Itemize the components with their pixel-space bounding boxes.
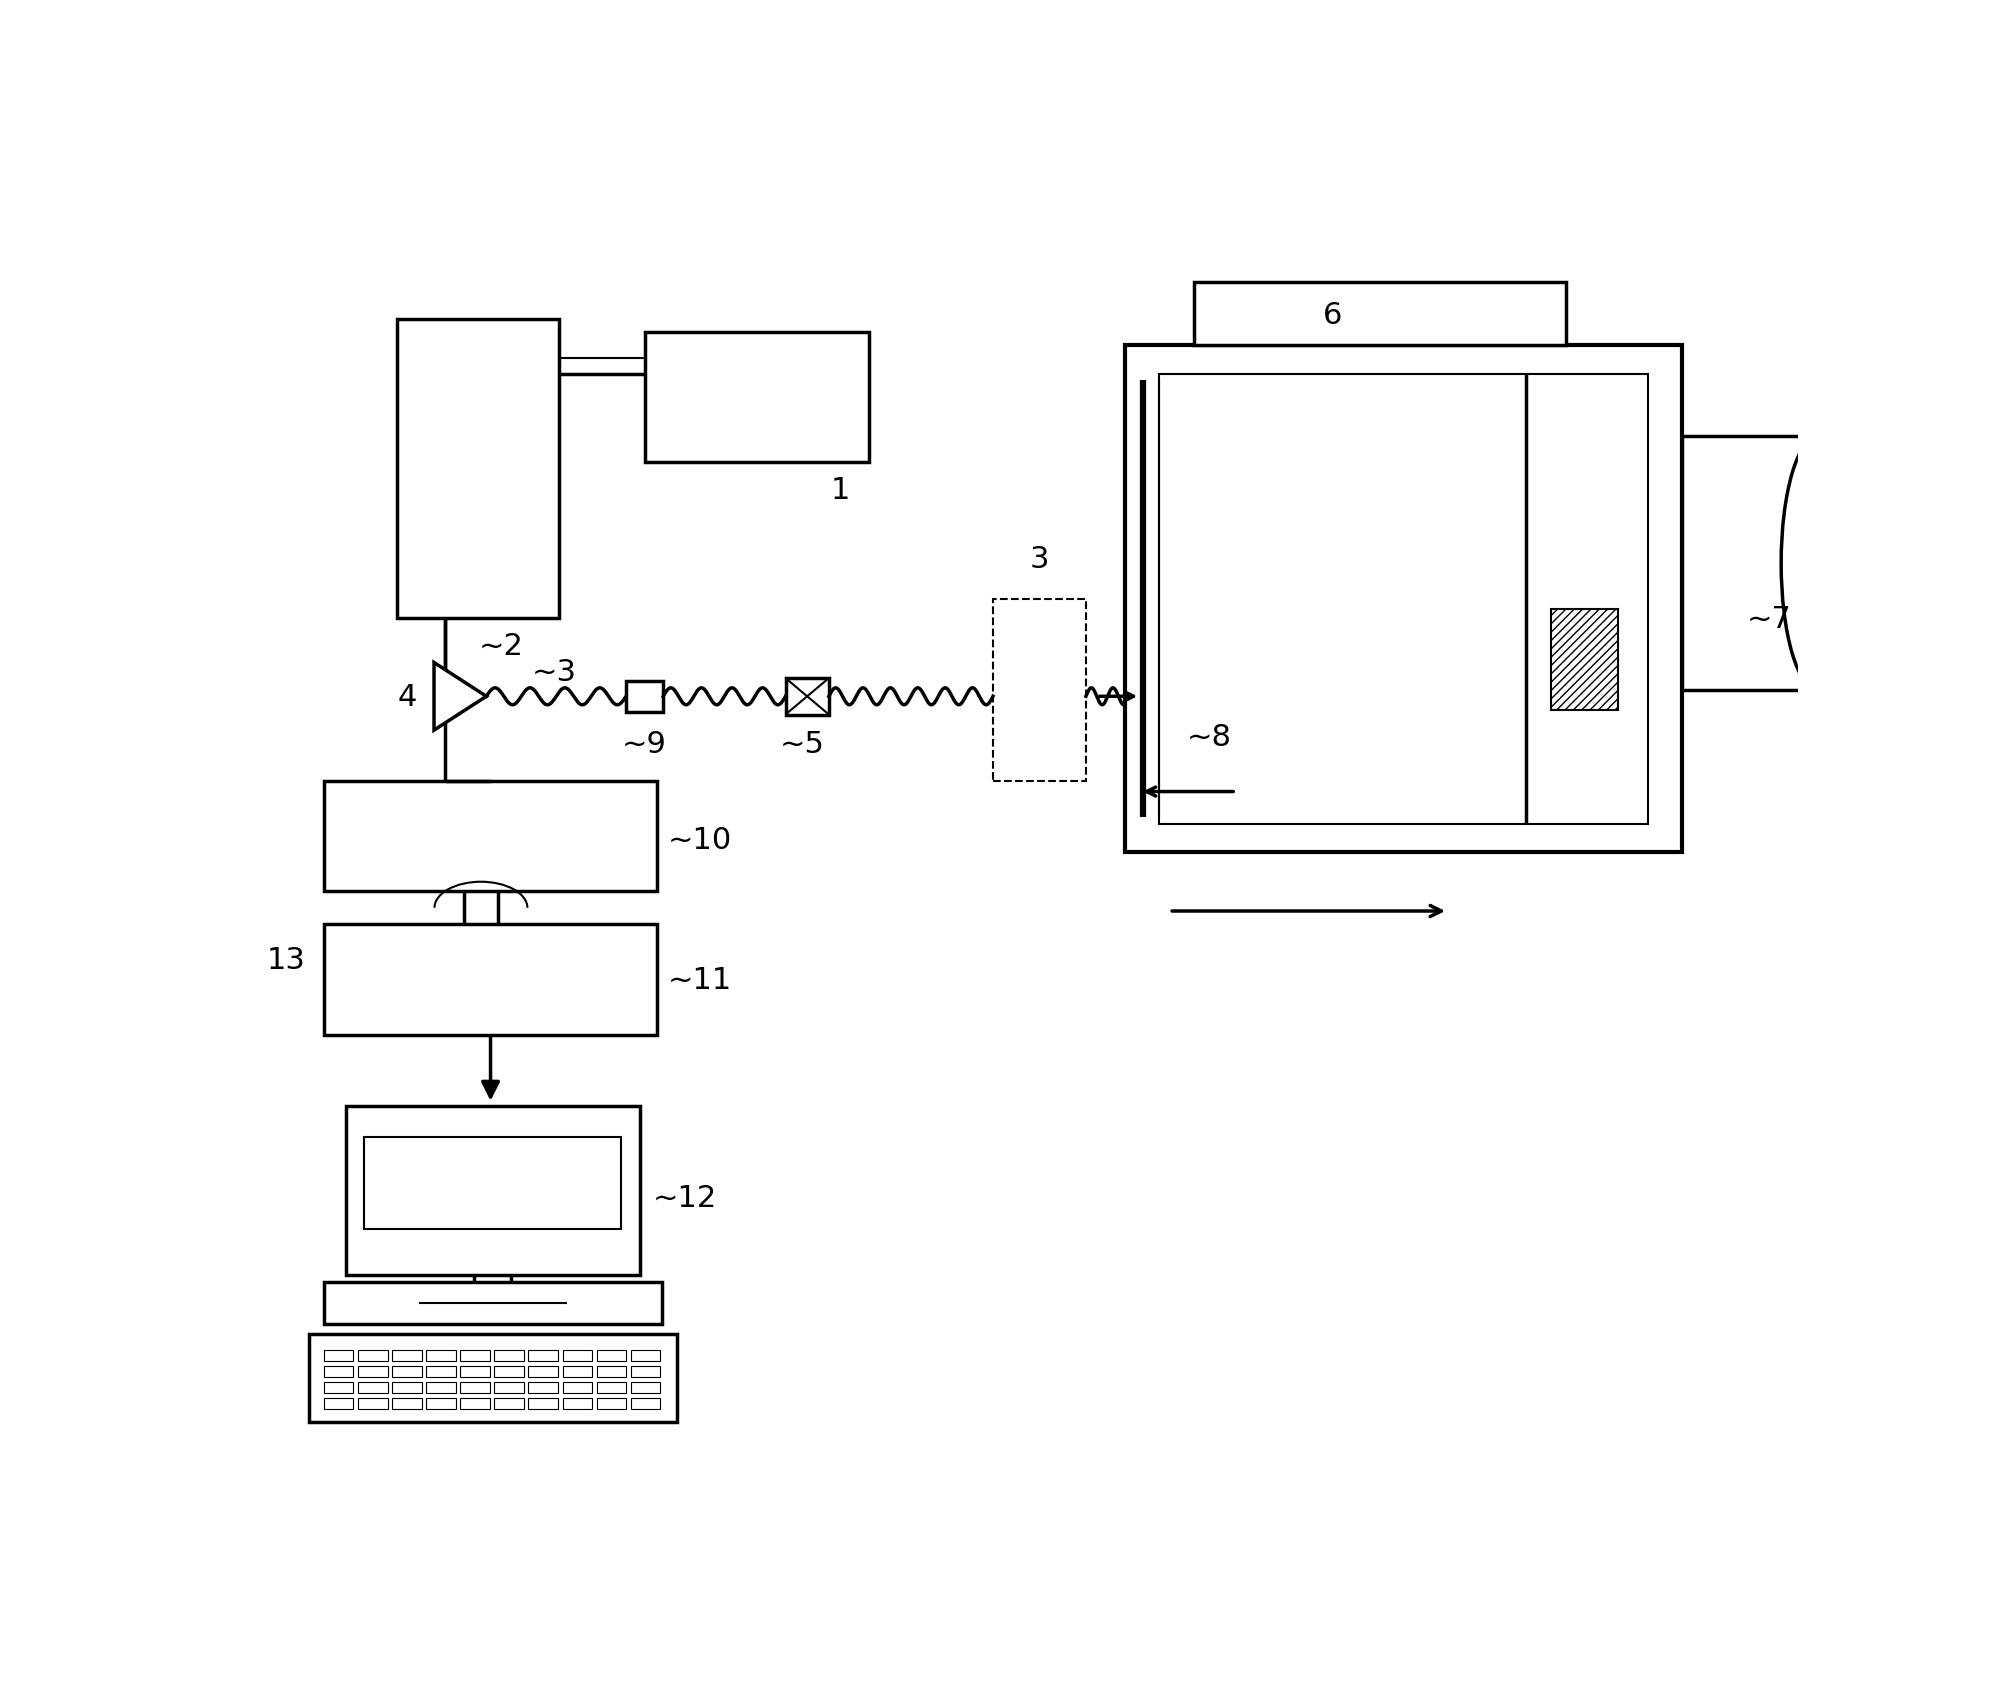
Bar: [494, 1398, 523, 1410]
Text: ~10: ~10: [667, 826, 731, 855]
Text: 6: 6: [1323, 301, 1343, 329]
Bar: [426, 1350, 456, 1361]
Bar: [563, 1382, 591, 1393]
Bar: [597, 1350, 625, 1361]
Bar: [460, 1382, 490, 1393]
Bar: [563, 1350, 591, 1361]
Text: ~2: ~2: [480, 632, 523, 660]
Polygon shape: [434, 664, 486, 731]
Text: 3: 3: [1029, 544, 1049, 573]
Text: ~3: ~3: [531, 657, 577, 687]
Text: ~11: ~11: [667, 966, 731, 995]
Bar: [324, 1366, 354, 1377]
Text: 13: 13: [266, 946, 306, 975]
Text: ~5: ~5: [779, 730, 825, 758]
Bar: [645, 333, 869, 463]
Bar: [494, 1366, 523, 1377]
Bar: [597, 1366, 625, 1377]
Bar: [631, 1350, 659, 1361]
Bar: [631, 1366, 659, 1377]
Bar: [1195, 284, 1566, 346]
Bar: [625, 681, 663, 713]
Text: ~7: ~7: [1746, 605, 1792, 633]
Bar: [1159, 375, 1648, 824]
Bar: [563, 1398, 591, 1410]
Bar: [324, 782, 657, 892]
Bar: [324, 924, 657, 1035]
Bar: [563, 1366, 591, 1377]
Bar: [426, 1398, 456, 1410]
Text: 1: 1: [831, 476, 849, 505]
Bar: [460, 1350, 490, 1361]
Bar: [426, 1382, 456, 1393]
Bar: [324, 1398, 354, 1410]
Bar: [398, 319, 559, 618]
Bar: [597, 1382, 625, 1393]
Ellipse shape: [1780, 437, 1856, 691]
Bar: [324, 1382, 354, 1393]
Text: ~8: ~8: [1187, 723, 1231, 752]
Bar: [392, 1366, 422, 1377]
Bar: [324, 1350, 354, 1361]
Bar: [597, 1398, 625, 1410]
Bar: [631, 1382, 659, 1393]
Bar: [346, 1106, 639, 1275]
Bar: [392, 1350, 422, 1361]
Bar: [1682, 437, 1818, 691]
Bar: [364, 1138, 621, 1230]
Bar: [527, 1350, 557, 1361]
Bar: [993, 600, 1087, 782]
Text: ~9: ~9: [621, 730, 667, 758]
Text: 4: 4: [398, 682, 418, 711]
Bar: [494, 1350, 523, 1361]
Bar: [1125, 346, 1682, 853]
Bar: [426, 1366, 456, 1377]
Bar: [324, 1282, 661, 1324]
Bar: [460, 1398, 490, 1410]
Bar: [392, 1398, 422, 1410]
Bar: [358, 1382, 388, 1393]
Bar: [631, 1398, 659, 1410]
Bar: [358, 1398, 388, 1410]
Bar: [460, 1366, 490, 1377]
Bar: [358, 1350, 388, 1361]
Bar: [358, 1366, 388, 1377]
Bar: [392, 1382, 422, 1393]
Bar: [308, 1334, 677, 1422]
Bar: [527, 1366, 557, 1377]
Bar: [527, 1398, 557, 1410]
Bar: [494, 1382, 523, 1393]
Bar: [527, 1382, 557, 1393]
Bar: [785, 679, 829, 714]
Bar: [1550, 610, 1618, 711]
Text: ~12: ~12: [651, 1182, 717, 1213]
